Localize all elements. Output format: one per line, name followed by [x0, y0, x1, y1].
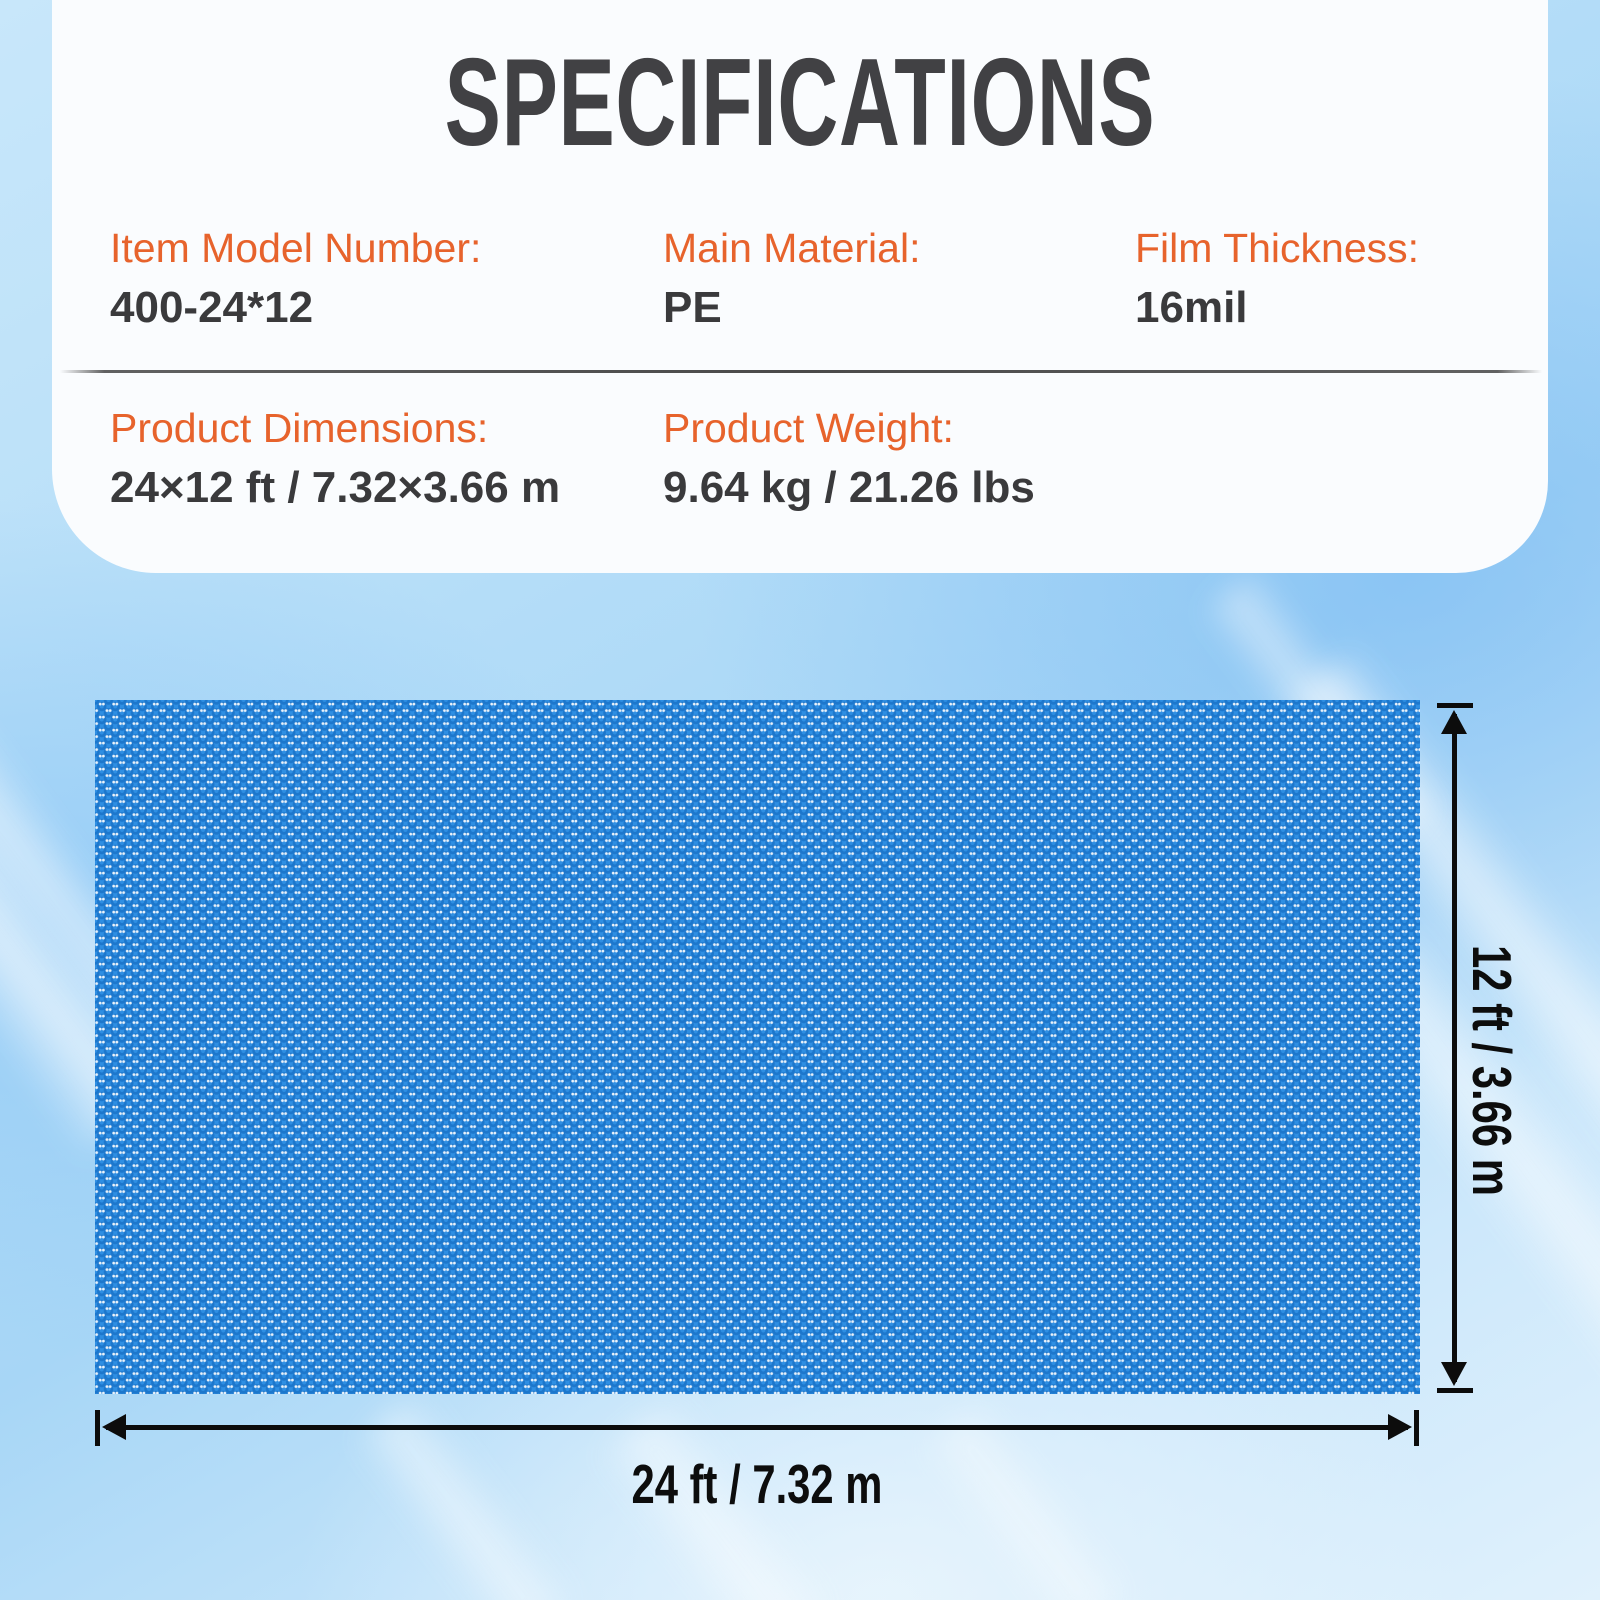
spec-value: PE	[663, 283, 722, 332]
dimension-tick-bottom	[1437, 1388, 1473, 1393]
dimension-tick-top	[1437, 703, 1473, 708]
arrow-down-icon	[1441, 1362, 1467, 1386]
spec-item-main-material: Main Material: PE	[663, 228, 920, 330]
spec-item-model-number: Item Model Number: 400-24*12	[110, 228, 481, 330]
spec-value: 9.64 kg / 21.26 lbs	[663, 463, 1035, 512]
spec-label: Item Model Number:	[110, 225, 482, 271]
arrow-left-icon	[102, 1414, 126, 1440]
spec-label: Main Material:	[663, 225, 921, 271]
height-dimension-line	[1452, 714, 1457, 1382]
spec-value: 400-24*12	[110, 283, 314, 332]
spec-value: 24×12 ft / 7.32×3.66 m	[110, 463, 561, 512]
spec-label: Product Weight:	[663, 405, 954, 451]
spec-label: Product Dimensions:	[110, 405, 489, 451]
dimension-tick-right	[1414, 1410, 1419, 1446]
spec-item-product-dimensions: Product Dimensions: 24×12 ft / 7.32×3.66…	[110, 408, 560, 510]
spec-label: Film Thickness:	[1135, 225, 1420, 271]
spec-value: 16mil	[1135, 283, 1248, 332]
dimension-tick-left	[95, 1410, 100, 1446]
height-dimension-label: 12 ft / 3.66 m	[1461, 945, 1523, 1196]
divider-line	[60, 370, 1542, 373]
width-dimension-label: 24 ft / 7.32 m	[631, 1453, 883, 1515]
pool-cover-image	[95, 700, 1420, 1394]
page-title: SPECIFICATIONS	[444, 34, 1156, 172]
arrow-right-icon	[1388, 1414, 1412, 1440]
arrow-up-icon	[1441, 710, 1467, 734]
width-dimension-line	[106, 1425, 1408, 1430]
spec-item-film-thickness: Film Thickness: 16mil	[1135, 228, 1419, 330]
spec-item-product-weight: Product Weight: 9.64 kg / 21.26 lbs	[663, 408, 1035, 510]
specifications-card: SPECIFICATIONS Item Model Number: 400-24…	[52, 0, 1548, 573]
